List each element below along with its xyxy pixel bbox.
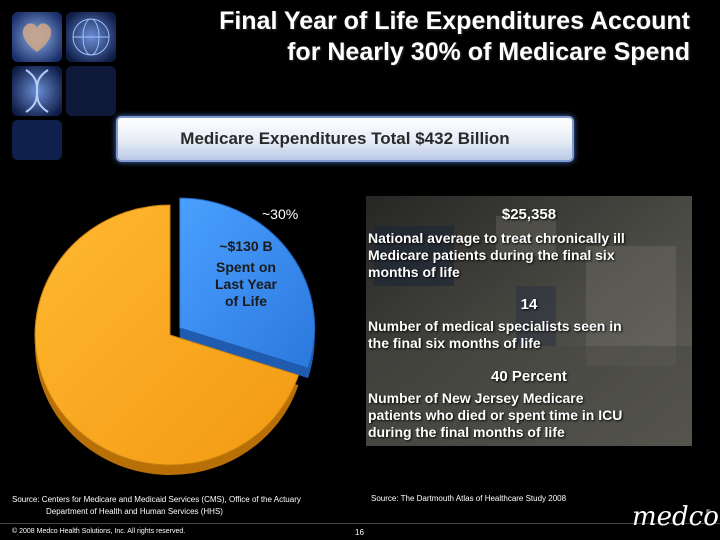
source-left: Source: Centers for Medicare and Medicai…	[12, 494, 301, 518]
slice-percent-label: ~30%	[262, 206, 299, 222]
tile-bottom	[12, 120, 62, 160]
tile-blank	[66, 66, 116, 116]
hospital-photo	[366, 196, 692, 446]
page-number: 16	[355, 528, 364, 537]
slice-amount: ~$130 B	[219, 238, 273, 254]
source-left-line-1: Source: Centers for Medicare and Medicai…	[12, 495, 301, 504]
footer-divider	[0, 523, 720, 524]
stat-desc-specialists-line-1: Number of medical specialists seen in	[368, 318, 622, 334]
brand-logo: medco	[632, 502, 719, 532]
slice-desc-3: of Life	[225, 293, 267, 309]
stat-desc-icu-line-2: patients who died or spent time in ICU	[368, 407, 623, 423]
page-title: Final Year of Life Expenditures Account …	[130, 6, 690, 68]
stat-desc-icu-line-1: Number of New Jersey Medicare	[368, 390, 584, 406]
stat-desc-icu-line-3: during the final months of life	[368, 424, 565, 440]
expenditure-pie-chart	[34, 197, 316, 476]
stat-desc-icu: Number of New Jersey Medicare patients w…	[368, 390, 692, 441]
slice-desc-2: Last Year	[214, 276, 277, 292]
total-expenditures-banner: Medicare Expenditures Total $432 Billion	[116, 116, 574, 162]
pie-slice-other	[34, 204, 300, 466]
title-line-1: Final Year of Life Expenditures Account	[219, 7, 690, 35]
source-left-line-2: Department of Health and Human Services …	[46, 507, 223, 516]
stats-panel: $25,358 National average to treat chroni…	[366, 196, 692, 446]
brand-registered-mark: ®	[706, 510, 711, 516]
slice-desc-1: Spent on	[216, 259, 276, 275]
title-line-2: for Nearly 30% of Medicare Spend	[287, 38, 690, 66]
pie-slice-last-year	[179, 197, 316, 369]
source-right: Source: The Dartmouth Atlas of Healthcar…	[371, 494, 567, 503]
stat-value-cost: $25,358	[501, 206, 557, 223]
stat-desc-cost-line-1: National average to treat chronically il…	[368, 230, 625, 246]
stat-desc-cost: National average to treat chronically il…	[368, 230, 692, 281]
stat-value-icu: 40 Percent	[491, 368, 567, 385]
stat-desc-specialists-line-2: the final six months of life	[368, 335, 541, 351]
stat-desc-cost-line-3: months of life	[368, 264, 460, 280]
copyright-text: © 2008 Medco Health Solutions, Inc. All …	[12, 528, 186, 535]
slice-amount-label: ~$130 B Spent on Last Year of Life	[190, 238, 302, 310]
stat-value-specialists: 14	[520, 296, 538, 313]
stat-desc-specialists: Number of medical specialists seen in th…	[368, 318, 692, 352]
decorative-image-tiles	[8, 6, 128, 166]
stat-desc-cost-line-2: Medicare patients during the final six	[368, 247, 615, 263]
